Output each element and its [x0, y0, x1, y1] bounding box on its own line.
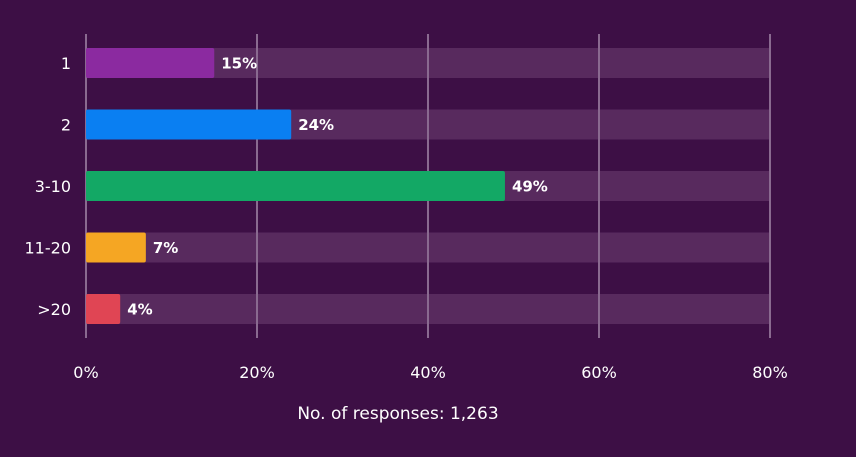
bar	[86, 48, 215, 78]
bar	[86, 109, 292, 140]
x-tick-label: 20%	[239, 363, 275, 382]
x-tick-label: 80%	[752, 363, 788, 382]
value-label: 7%	[153, 239, 178, 257]
value-label: 4%	[127, 301, 152, 319]
category-label: 2	[61, 116, 71, 135]
bar	[86, 294, 121, 324]
value-label: 49%	[512, 178, 548, 196]
bar	[86, 232, 146, 263]
x-tick-label: 40%	[410, 363, 446, 382]
x-tick-label: 0%	[73, 363, 98, 382]
category-label: 3-10	[35, 177, 71, 196]
responses-footnote: No. of responses: 1,263	[297, 404, 499, 424]
category-label: 1	[61, 54, 71, 73]
category-label: >20	[37, 300, 71, 319]
value-label: 15%	[221, 55, 257, 73]
x-tick-labels: 0% 20% 40% 60% 80%	[73, 363, 787, 382]
category-labels: 1 2 3-10 11-20 >20	[25, 54, 72, 319]
bars	[86, 48, 505, 324]
value-labels: 15% 24% 49% 7% 4%	[127, 55, 548, 319]
value-label: 24%	[298, 116, 334, 134]
category-label: 11-20	[25, 239, 72, 258]
bar	[86, 171, 505, 201]
x-tick-label: 60%	[581, 363, 617, 382]
